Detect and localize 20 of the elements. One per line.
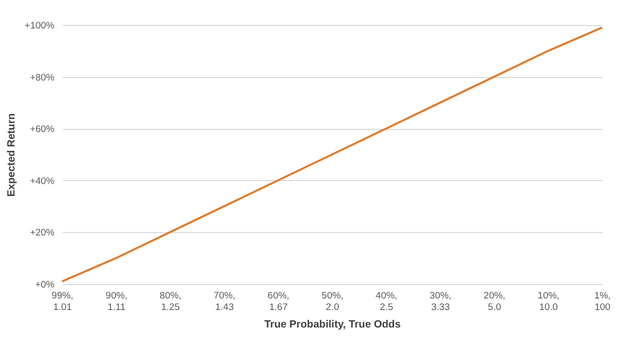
y-tick-label: +60% bbox=[30, 124, 56, 136]
y-tick-label: +100% bbox=[24, 20, 56, 32]
x-tick-label: 1%, 100 bbox=[594, 290, 611, 313]
y-axis-title: Expected Return bbox=[6, 113, 18, 197]
y-tick-label: +0% bbox=[35, 280, 56, 290]
y-tick-label: +80% bbox=[30, 72, 56, 84]
x-tick-label: 80%, 1.25 bbox=[160, 290, 182, 313]
x-tick-label: 70%, 1.43 bbox=[214, 290, 236, 313]
x-tick-label: 50%, 2.0 bbox=[322, 290, 344, 313]
x-tick-label: 90%, 1.11 bbox=[106, 290, 128, 313]
line-series bbox=[61, 26, 603, 282]
y-tick-label: +20% bbox=[30, 228, 56, 239]
x-tick-label: 10%, 10.0 bbox=[538, 290, 560, 313]
x-tick-label: 40%, 2.5 bbox=[376, 290, 398, 313]
x-tick-label: 30%, 3.33 bbox=[430, 290, 452, 313]
y-tick-label: +40% bbox=[30, 176, 56, 187]
x-axis-title: True Probability, True Odds bbox=[264, 318, 401, 330]
x-tick-label: 60%, 1.67 bbox=[268, 290, 290, 313]
x-tick-label: 99%, 1.01 bbox=[52, 290, 74, 313]
x-tick-label: 20%, 5.0 bbox=[484, 290, 506, 313]
